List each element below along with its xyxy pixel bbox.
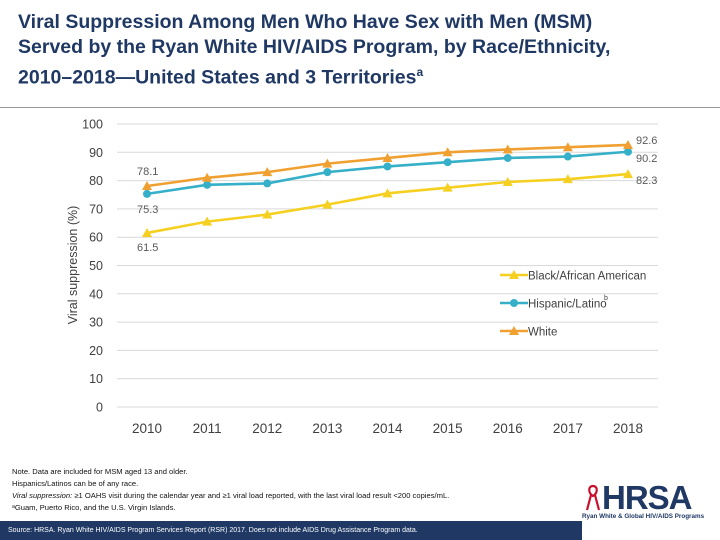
y-axis-label: Viral suppression (%) — [66, 206, 80, 325]
legend-label: Hispanic/Latino — [528, 299, 607, 311]
data-point — [202, 216, 213, 226]
data-point — [263, 179, 272, 188]
data-point — [563, 152, 572, 161]
series-hispanic-latino — [143, 147, 632, 198]
y-tick-label: 0 — [96, 401, 103, 415]
legend-marker — [509, 270, 519, 279]
data-point — [142, 180, 152, 190]
data-point — [323, 168, 332, 177]
source-bar: Source: HRSA. Ryan White HIV/AIDS Progra… — [0, 521, 582, 540]
y-tick-label: 30 — [89, 316, 103, 330]
y-tick-label: 10 — [89, 372, 103, 386]
title-divider — [0, 107, 720, 108]
note-line-1: Note. Data are included for MSM aged 13 … — [12, 467, 188, 476]
x-tick-label: 2013 — [312, 421, 342, 436]
ribbon-icon — [585, 484, 601, 511]
y-tick-label: 90 — [89, 146, 103, 160]
legend-item: Black/African American — [500, 270, 646, 283]
x-tick-label: 2011 — [193, 421, 222, 436]
data-point — [383, 162, 392, 171]
data-point — [623, 139, 633, 149]
legend-marker — [509, 326, 519, 335]
data-point — [142, 227, 152, 237]
data-label-end: 90.2 — [636, 153, 657, 165]
chart-series: 61.5 82.3 75.3 90.2 78.1 92.6 — [137, 135, 657, 254]
data-point — [322, 158, 333, 168]
legend-label: Black/African American — [528, 271, 646, 283]
data-point — [322, 199, 333, 209]
y-tick-label: 20 — [89, 344, 103, 358]
note-line-4: ᵃGuam, Puerto Rico, and the U.S. Virgin … — [12, 503, 176, 512]
data-point — [143, 189, 151, 198]
data-point — [262, 209, 273, 219]
legend-marker — [510, 299, 518, 307]
data-point — [503, 153, 512, 162]
x-tick-label: 2012 — [252, 421, 282, 436]
title-line-3: 2010–2018—United States and 3 Territorie… — [18, 65, 424, 89]
data-point — [624, 147, 632, 156]
x-tick-label: 2015 — [433, 421, 463, 436]
series-line — [146, 172, 629, 235]
title-line-1: Viral Suppression Among Men Who Have Sex… — [18, 11, 593, 33]
y-tick-label: 100 — [82, 118, 103, 132]
logo-subtitle: Ryan White & Global HIV/AIDS Programs — [582, 513, 705, 520]
data-point — [502, 177, 513, 187]
legend-label: White — [528, 327, 557, 339]
data-point — [382, 188, 393, 198]
data-point — [623, 169, 633, 179]
x-tick-label: 2018 — [613, 421, 643, 436]
series-black-african-american — [142, 169, 633, 237]
data-label-end: 92.6 — [636, 135, 657, 147]
data-point — [502, 144, 513, 154]
data-label-start: 61.5 — [137, 242, 158, 254]
legend-superscript: b — [604, 295, 608, 302]
y-tick-label: 70 — [89, 202, 103, 216]
data-label-start: 78.1 — [137, 166, 158, 178]
note-line-3: Viral suppression: ≥1 OAHS visit during … — [12, 491, 450, 500]
data-point — [562, 174, 573, 184]
data-label-end: 82.3 — [636, 175, 657, 187]
data-point — [202, 172, 213, 182]
data-label-start: 75.3 — [137, 204, 158, 216]
y-tick-label: 60 — [89, 231, 103, 245]
title-line-2: Served by the Ryan White HIV/AIDS Progra… — [18, 36, 611, 58]
data-point — [442, 182, 453, 192]
data-point — [562, 142, 573, 152]
data-point — [442, 147, 453, 157]
series-white — [142, 139, 633, 190]
slide-title: Viral Suppression Among Men Who Have Sex… — [18, 10, 708, 91]
y-tick-label: 80 — [89, 174, 103, 188]
x-tick-label: 2010 — [132, 421, 162, 436]
legend-item: White — [500, 326, 557, 339]
x-axis-ticks: 2010 2011 2012 2013 2014 2015 2016 2017 2018 — [132, 421, 643, 436]
data-point — [203, 180, 212, 189]
data-point — [443, 158, 452, 167]
y-tick-label: 50 — [89, 259, 103, 273]
footnotes: Note. Data are included for MSM aged 13 … — [12, 466, 572, 514]
x-tick-label: 2016 — [493, 421, 523, 436]
hrsa-logo: HRSA Ryan White & Global HIV/AIDS Progra… — [582, 480, 718, 532]
logo-wordmark: HRSA — [602, 479, 693, 516]
data-point — [262, 167, 273, 177]
y-axis-ticks: 0 10 20 30 40 50 60 70 80 90 100 — [82, 118, 103, 415]
x-tick-label: 2017 — [553, 421, 583, 436]
data-point — [382, 152, 393, 162]
x-tick-label: 2014 — [372, 421, 403, 436]
y-tick-label: 40 — [89, 287, 103, 301]
source-text: Source: HRSA. Ryan White HIV/AIDS Progra… — [8, 527, 418, 534]
note-line-2: Hispanics/Latinos can be of any race. — [12, 479, 139, 488]
